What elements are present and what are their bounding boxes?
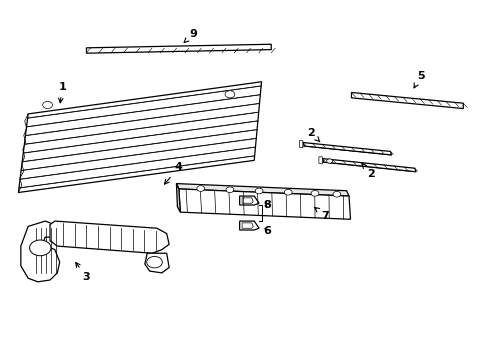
Circle shape xyxy=(30,240,51,256)
Text: 3: 3 xyxy=(76,262,90,282)
Circle shape xyxy=(224,91,234,98)
Polygon shape xyxy=(144,253,169,273)
Polygon shape xyxy=(322,158,415,172)
Circle shape xyxy=(284,189,291,195)
Polygon shape xyxy=(239,196,259,205)
Polygon shape xyxy=(351,93,462,109)
Text: 8: 8 xyxy=(263,200,271,210)
Polygon shape xyxy=(242,223,253,228)
Polygon shape xyxy=(176,184,180,212)
Polygon shape xyxy=(176,184,348,196)
Text: 4: 4 xyxy=(164,162,183,184)
Text: 2: 2 xyxy=(361,164,374,179)
Text: 7: 7 xyxy=(314,207,328,221)
Polygon shape xyxy=(299,141,302,148)
Polygon shape xyxy=(239,221,259,230)
Circle shape xyxy=(255,188,263,194)
Circle shape xyxy=(332,192,340,197)
Polygon shape xyxy=(179,189,350,219)
Polygon shape xyxy=(50,221,169,253)
Circle shape xyxy=(310,190,318,196)
Text: 5: 5 xyxy=(413,71,424,88)
Text: 6: 6 xyxy=(263,226,271,236)
Polygon shape xyxy=(19,82,261,193)
Polygon shape xyxy=(242,198,253,203)
Polygon shape xyxy=(86,44,271,53)
Circle shape xyxy=(146,256,162,268)
Polygon shape xyxy=(302,143,391,155)
Polygon shape xyxy=(318,157,322,164)
Text: 9: 9 xyxy=(184,28,197,42)
Circle shape xyxy=(225,187,233,193)
Polygon shape xyxy=(21,221,60,282)
Circle shape xyxy=(326,159,332,163)
Text: 1: 1 xyxy=(58,82,66,103)
Circle shape xyxy=(197,186,204,192)
Text: 2: 2 xyxy=(306,128,319,142)
Circle shape xyxy=(42,102,52,109)
